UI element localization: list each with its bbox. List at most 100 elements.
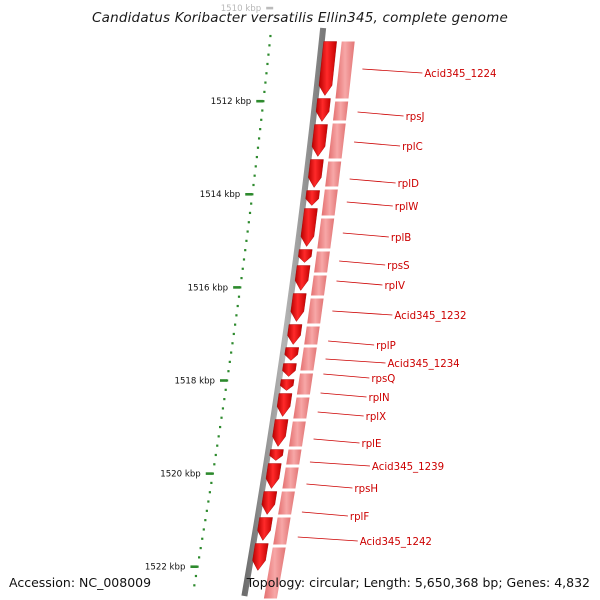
major-tick — [205, 472, 213, 475]
minor-tick — [224, 388, 227, 391]
gene-label: rplF — [350, 512, 369, 523]
label-leader — [301, 511, 348, 517]
gene-arrow — [318, 41, 337, 96]
cds-track-segment — [282, 467, 299, 489]
minor-tick — [245, 239, 248, 242]
kbp-label: 1516 kbp — [188, 283, 229, 293]
minor-tick — [267, 53, 270, 56]
label-leader — [357, 111, 404, 117]
gene-arrow — [298, 249, 313, 263]
minor-tick — [264, 81, 267, 84]
backbone-ring — [241, 27, 327, 597]
label-leader — [323, 373, 370, 379]
gene-arrow — [282, 363, 297, 377]
major-tick — [233, 286, 241, 289]
cds-track-segment — [325, 161, 342, 187]
minor-tick — [231, 342, 234, 345]
minor-tick — [216, 444, 219, 447]
label-leader — [354, 141, 401, 147]
gene-label: rplW — [395, 202, 419, 213]
minor-tick — [207, 500, 210, 503]
minor-tick — [208, 491, 211, 494]
minor-tick — [244, 249, 247, 252]
minor-tick — [199, 546, 202, 550]
cds-track-segment — [289, 421, 306, 447]
label-leader — [313, 438, 360, 444]
gene-arrow — [308, 159, 324, 188]
label-leader — [328, 340, 375, 346]
label-leader — [349, 178, 396, 184]
cds-track-segment — [311, 275, 327, 296]
minor-tick — [250, 202, 253, 205]
label-leader — [297, 536, 358, 542]
cds-track-segment — [321, 189, 338, 216]
gene-arrow — [272, 419, 289, 447]
minor-tick — [235, 314, 238, 317]
minor-tick — [248, 211, 252, 215]
gene-arrow — [276, 393, 293, 417]
gene-arrow — [269, 449, 284, 461]
gene-arrow — [279, 379, 295, 391]
map-title: Candidatus Koribacter versatilis Ellin34… — [91, 10, 509, 26]
cds-track-segment — [333, 101, 349, 121]
gene-label: rpsH — [354, 484, 378, 495]
gene-label: rplE — [362, 439, 382, 450]
minor-tick — [266, 62, 269, 66]
gene-label: rpsJ — [406, 112, 425, 123]
label-leader — [346, 201, 393, 207]
minor-tick — [241, 267, 244, 270]
label-leader — [317, 411, 364, 417]
major-tick — [256, 99, 264, 103]
label-leader — [306, 483, 353, 489]
cds-track-segment — [317, 218, 335, 249]
minor-tick — [196, 565, 199, 568]
minor-tick — [237, 295, 241, 298]
gene-label: Acid345_1242 — [360, 537, 432, 548]
gene-arrow — [300, 208, 318, 247]
major-tick — [266, 6, 274, 10]
minor-tick — [198, 556, 201, 559]
gene-label: Acid345_1232 — [394, 311, 466, 322]
cds-track-segment — [286, 449, 302, 465]
major-tick — [190, 565, 198, 568]
gene-arrow — [315, 98, 331, 122]
minor-tick — [230, 351, 233, 354]
minor-tick — [227, 370, 230, 373]
cds-track-segment — [293, 397, 310, 419]
gene-arrow — [284, 347, 300, 361]
label-leader — [342, 232, 389, 238]
minor-tick — [263, 90, 266, 93]
minor-tick — [240, 276, 243, 280]
minor-tick — [261, 109, 264, 112]
minor-tick — [232, 332, 235, 336]
minor-tick — [201, 537, 204, 540]
minor-tick — [219, 425, 222, 429]
label-leader — [332, 310, 393, 316]
minor-tick — [220, 416, 223, 419]
minor-tick — [268, 44, 271, 47]
cds-track-segment — [304, 326, 320, 345]
gene-arrow — [287, 324, 303, 345]
gene-arrow — [252, 543, 269, 571]
minor-tick — [247, 221, 250, 224]
minor-tick — [259, 128, 262, 131]
minor-tick — [217, 435, 220, 438]
minor-tick — [205, 509, 208, 512]
gene-label: rplB — [391, 233, 411, 244]
cds-track-segment — [335, 41, 355, 99]
minor-tick — [234, 323, 237, 326]
cds-track-segment — [296, 373, 313, 395]
minor-tick — [193, 584, 196, 587]
cds-track-segment — [307, 298, 324, 324]
accession-text: Accession: NC_008009 — [9, 575, 152, 590]
gene-arrow — [290, 293, 307, 322]
gene-label: rplX — [366, 412, 386, 423]
cds-track-segment — [300, 347, 317, 371]
label-leader — [325, 358, 386, 364]
major-tick — [219, 379, 227, 382]
gene-label: rpsS — [387, 261, 409, 272]
gene-arrow — [265, 463, 282, 489]
cds-track-segment — [278, 491, 295, 515]
gene-label: Acid345_1239 — [372, 462, 444, 473]
